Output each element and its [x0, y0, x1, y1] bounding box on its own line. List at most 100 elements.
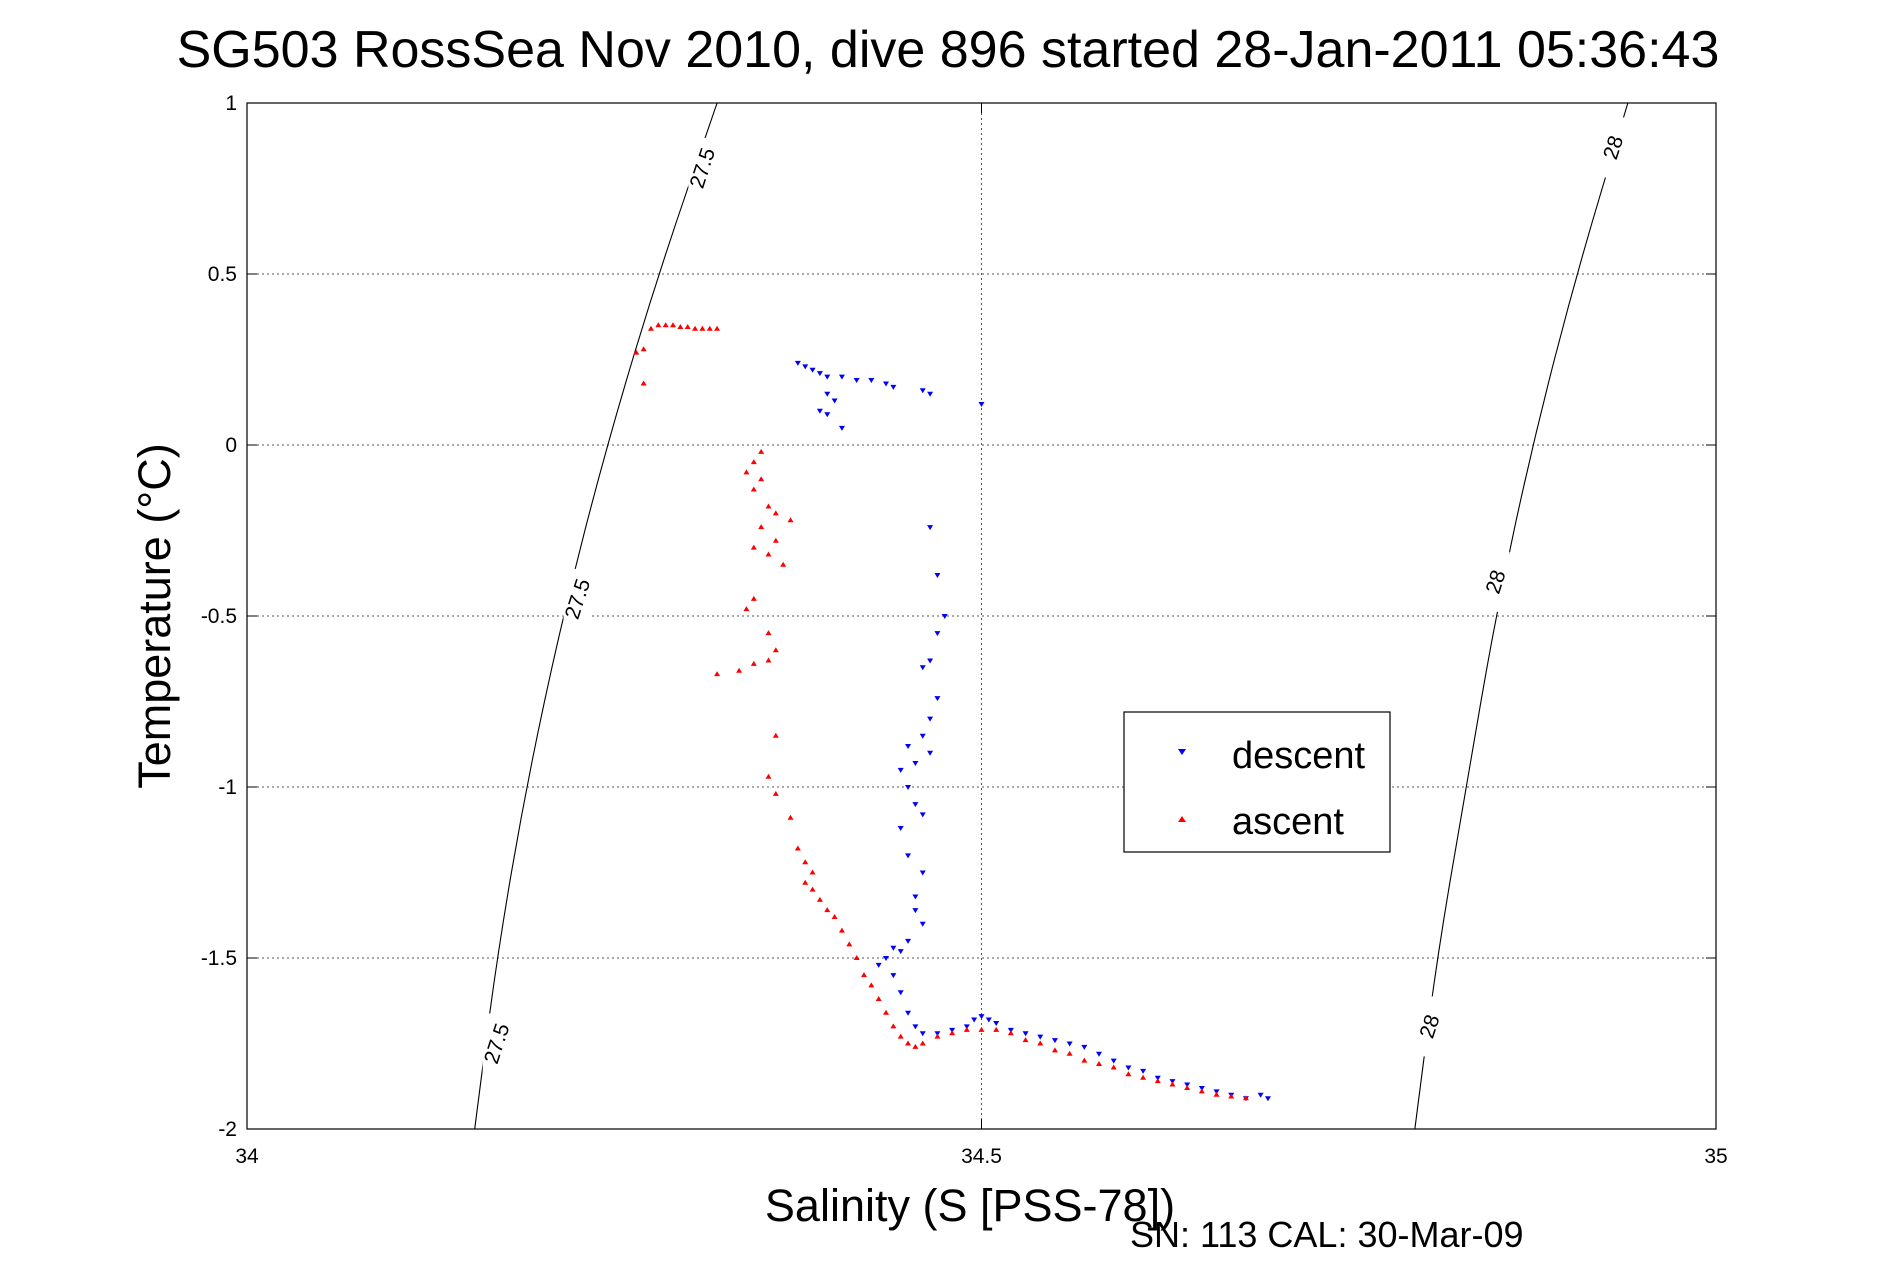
ascent-data-point	[662, 322, 669, 328]
contour-label-mask	[482, 1013, 511, 1074]
ascent-data-point	[758, 476, 765, 482]
descent-data-point	[971, 1017, 978, 1023]
ascent-data-point	[993, 1026, 1000, 1032]
ascent-data-point	[868, 982, 875, 988]
legend-descent-marker	[1178, 749, 1186, 755]
ascent-data-point	[794, 845, 801, 851]
ascent-data-point	[758, 448, 765, 454]
ascent-data-point	[647, 325, 654, 331]
ascent-data-point	[934, 1033, 941, 1039]
descent-data-point	[824, 391, 831, 397]
descent-data-point	[809, 367, 816, 373]
x-tick-label: 35	[1704, 1145, 1727, 1168]
descent-data-point	[941, 614, 948, 619]
ascent-data-point	[897, 1033, 904, 1039]
ascent-data-point	[772, 647, 779, 653]
descent-data-point	[912, 802, 919, 808]
ascent-data-point	[853, 955, 860, 960]
contour-label-mask	[1415, 996, 1444, 1057]
descent-data-point	[816, 408, 823, 414]
ascent-data-point	[633, 349, 640, 355]
descent-data-point	[890, 973, 897, 979]
ascent-data-point	[824, 907, 831, 913]
ascent-data-point	[883, 1009, 890, 1015]
ascent-data-point	[1037, 1040, 1044, 1046]
descent-data-point	[919, 665, 926, 671]
descent-data-point	[897, 949, 904, 955]
descent-data-point	[890, 384, 897, 390]
ascent-data-point	[1184, 1084, 1191, 1090]
descent-data-point	[927, 391, 934, 397]
descent-data-point	[816, 371, 823, 377]
legend-ascent-marker	[1178, 816, 1186, 822]
ascent-data-point	[1140, 1074, 1147, 1080]
instrument-footer: SN: 113 CAL: 30-Mar-09	[1130, 1214, 1524, 1255]
descent-data-point	[905, 1010, 912, 1016]
ascent-data-point	[640, 380, 647, 386]
ascent-data-point	[809, 886, 816, 892]
contour-label-mask	[1481, 551, 1510, 612]
ascent-data-point	[765, 773, 772, 779]
descent-data-point	[912, 908, 919, 914]
y-tick-label: 0	[225, 434, 237, 457]
ascent-data-point	[1096, 1061, 1103, 1067]
ascent-data-point	[978, 1026, 985, 1032]
ascent-data-point	[802, 879, 809, 885]
ascent-data-point	[714, 671, 721, 677]
ascent-data-point	[750, 595, 757, 601]
descent-data-point	[978, 401, 985, 407]
ascent-data-point	[1198, 1088, 1205, 1094]
descent-data-point	[853, 378, 860, 384]
ascent-data-point	[1022, 1037, 1029, 1043]
x-tick-label: 34	[235, 1145, 259, 1168]
y-tick-label: -0.5	[201, 605, 237, 628]
ascent-data-point	[670, 322, 677, 328]
ascent-data-point	[765, 630, 772, 636]
ascent-data-point	[831, 913, 838, 919]
x-axis-label: Salinity (S [PSS-78])	[765, 1180, 1175, 1231]
y-tick-label: 0.5	[208, 263, 237, 286]
ascent-data-point	[905, 1040, 912, 1046]
ascent-data-point	[772, 790, 779, 796]
ascent-data-point	[765, 657, 772, 663]
descent-data-point	[1110, 1058, 1117, 1064]
ascent-data-point	[787, 814, 794, 820]
descent-data-point	[1140, 1068, 1147, 1074]
descent-data-point	[919, 733, 926, 739]
ascent-data-point	[699, 325, 706, 331]
ascent-data-point	[1213, 1091, 1220, 1097]
descent-data-point	[868, 378, 875, 384]
ascent-data-point	[1110, 1064, 1117, 1070]
grid-lines	[247, 103, 1716, 1129]
descent-data-point	[838, 425, 845, 431]
descent-data-point	[934, 696, 941, 702]
ascent-data-point	[655, 322, 662, 328]
descent-data-point	[927, 750, 934, 756]
descent-data-point	[890, 945, 897, 951]
descent-data-point	[883, 381, 890, 387]
descent-data-point	[897, 767, 904, 773]
ascent-data-point	[1228, 1093, 1235, 1099]
descent-data-point	[838, 374, 845, 380]
descent-data-point	[993, 1020, 1000, 1026]
ascent-data-point	[750, 660, 757, 666]
ascent-data-point	[838, 927, 845, 933]
descent-data-point	[1037, 1034, 1044, 1040]
descent-data-point	[905, 853, 912, 859]
ascent-data-point	[802, 859, 809, 865]
ascent-data-point	[772, 732, 779, 738]
x-tick-label: 34.5	[961, 1145, 1002, 1168]
ascent-data-point	[919, 1040, 926, 1046]
ascent-data-point	[1242, 1095, 1249, 1101]
ascent-data-point	[765, 503, 772, 509]
descent-data-point	[831, 398, 838, 404]
ascent-data-point	[1081, 1057, 1088, 1063]
descent-data-point	[934, 631, 941, 637]
ascent-data-point	[912, 1043, 919, 1049]
ascent-data-point	[846, 941, 853, 947]
ascent-data-point	[860, 972, 867, 978]
descent-data-point	[802, 364, 809, 370]
descent-data-point	[905, 938, 912, 944]
ascent-data-point	[714, 325, 721, 331]
